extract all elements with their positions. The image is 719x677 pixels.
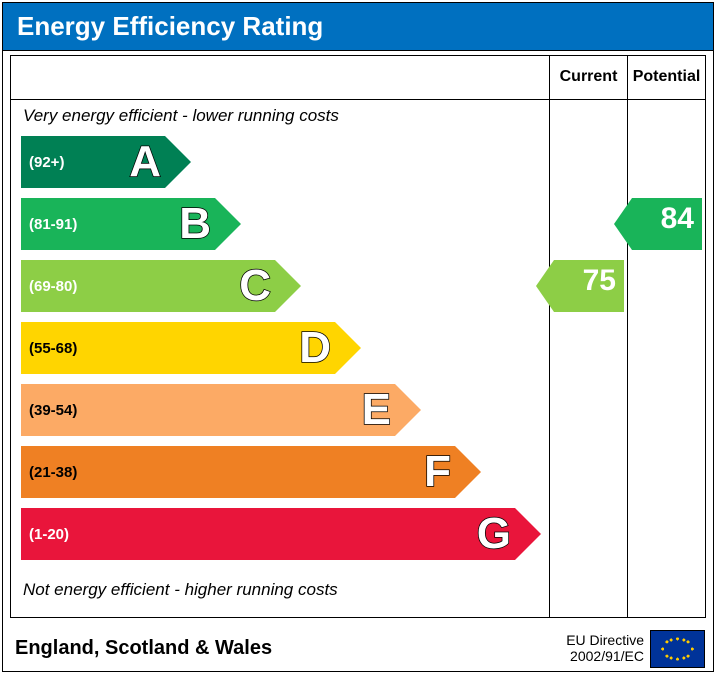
title-bar: Energy Efficiency Rating [3, 3, 713, 51]
directive-line1: EU Directive [566, 632, 644, 648]
col-header-current: Current [549, 56, 627, 99]
band-d: (55-68) D [21, 322, 361, 374]
band-range-b: (81-91) [21, 216, 77, 233]
band-f: (21-38) F [21, 446, 481, 498]
band-letter-b: B [179, 199, 211, 249]
band-e: (39-54) E [21, 384, 421, 436]
footer: England, Scotland & Wales EU Directive 2… [11, 626, 705, 671]
epc-chart: Energy Efficiency Rating Current Potenti… [2, 2, 714, 672]
band-a: (92+) A [21, 136, 191, 188]
eu-flag-icon [650, 630, 705, 668]
col-header-potential: Potential [627, 56, 705, 99]
band-area: Very energy efficient - lower running co… [11, 100, 549, 618]
band-g: (1-20) G [21, 508, 541, 560]
caption-bottom: Not energy efficient - higher running co… [11, 574, 348, 602]
rating-current: 75 [536, 260, 624, 312]
col-potential: 84 [627, 100, 705, 618]
caption-top: Very energy efficient - lower running co… [11, 100, 549, 128]
rating-current-value: 75 [583, 264, 616, 298]
band-letter-a: A [129, 137, 161, 187]
band-letter-f: F [424, 447, 451, 497]
band-b: (81-91) B [21, 198, 241, 250]
header-row: Current Potential [11, 56, 705, 100]
band-letter-g: G [477, 509, 511, 559]
band-range-a: (92+) [21, 154, 64, 171]
footer-region: England, Scotland & Wales [11, 637, 566, 660]
rating-potential-value: 84 [661, 202, 694, 236]
band-range-d: (55-68) [21, 340, 77, 357]
header-spacer [11, 56, 549, 99]
band-range-e: (39-54) [21, 402, 77, 419]
directive-line2: 2002/91/EC [570, 648, 644, 664]
band-range-f: (21-38) [21, 464, 77, 481]
band-range-c: (69-80) [21, 278, 77, 295]
band-range-g: (1-20) [21, 526, 69, 543]
rating-potential: 84 [614, 198, 702, 250]
band-c: (69-80) C [21, 260, 301, 312]
body-row: Very energy efficient - lower running co… [11, 100, 705, 618]
chart-title: Energy Efficiency Rating [17, 11, 323, 41]
band-letter-e: E [362, 385, 391, 435]
chart-frame: Current Potential Very energy efficient … [10, 55, 706, 618]
band-letter-d: D [299, 323, 331, 373]
col-current: 75 [549, 100, 627, 618]
footer-directive: EU Directive 2002/91/EC [566, 633, 650, 664]
band-letter-c: C [239, 261, 271, 311]
